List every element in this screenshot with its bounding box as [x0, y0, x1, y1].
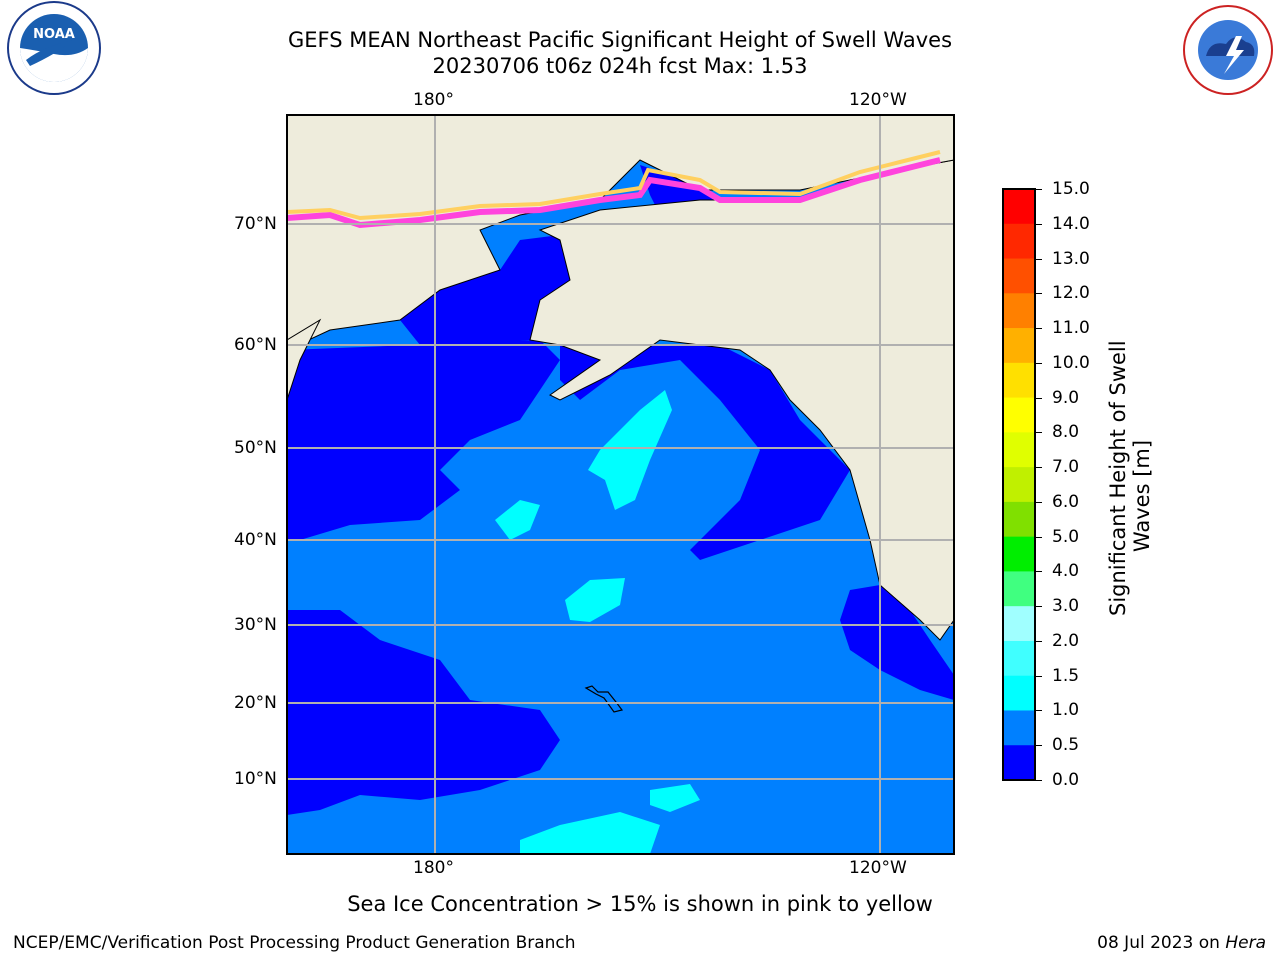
- footer-date: 08 Jul 2023 on Hera: [1097, 933, 1266, 953]
- noaa-logo-icon: NOAA: [7, 1, 101, 95]
- colorbar-title: Significant Height of Swell Waves [m]: [1106, 340, 1154, 616]
- colorbar-tick-label: 8.0: [1052, 422, 1080, 443]
- colorbar-tick-label: 1.5: [1052, 665, 1080, 686]
- swell-mid-subtropic: [565, 578, 625, 622]
- lon-label-top-180: 180°: [413, 90, 454, 110]
- colorbar-band: [1003, 536, 1035, 572]
- swell-mid-west: [495, 500, 540, 540]
- colorbar-tick-mark: [1035, 780, 1042, 781]
- colorbar-band: [1003, 397, 1035, 433]
- colorbar-tick-label: 0.0: [1052, 770, 1080, 790]
- colorbar-band: [1003, 745, 1035, 781]
- colorbar-band: [1003, 293, 1035, 329]
- lat-label-60n: 60°N: [234, 335, 277, 355]
- footer-credit: NCEP/EMC/Verification Post Processing Pr…: [13, 933, 576, 953]
- colorbar-tick-mark: [1035, 606, 1042, 608]
- colorbar-tick-mark: [1035, 432, 1042, 434]
- colorbar-band: [1003, 571, 1035, 607]
- footer-date-text: 08 Jul 2023 on: [1097, 933, 1226, 953]
- colorbar-tick-label: 7.0: [1052, 457, 1080, 478]
- lat-label-20n: 20°N: [234, 693, 277, 713]
- colorbar-tick-mark: [1035, 189, 1042, 190]
- colorbar-tick-label: 2.0: [1052, 630, 1080, 651]
- colorbar-band: [1003, 675, 1035, 711]
- colorbar-tick-mark: [1035, 710, 1042, 712]
- colorbar-tick-mark: [1035, 397, 1042, 399]
- colorbar-band: [1003, 710, 1035, 746]
- colorbar-band: [1003, 432, 1035, 468]
- colorbar-tick-label: 5.0: [1052, 526, 1080, 547]
- colorbar-tick-mark: [1035, 328, 1042, 330]
- colorbar-tick-mark: [1035, 362, 1042, 364]
- swell-low-gulf-alaska: [560, 345, 850, 560]
- lon-label-bottom-120w: 120°W: [849, 858, 907, 878]
- colorbar-band: [1003, 606, 1035, 642]
- colorbar-band: [1003, 328, 1035, 364]
- colorbar-band: [1003, 362, 1035, 399]
- nws-logo-icon: [1183, 5, 1273, 95]
- lat-label-10n: 10°N: [234, 769, 277, 789]
- colorbar-tick-mark: [1035, 293, 1042, 295]
- lat-label-40n: 40°N: [234, 530, 277, 550]
- colorbar-tick-label: 10.0: [1052, 352, 1090, 373]
- colorbar-tick-label: 9.0: [1052, 387, 1080, 408]
- colorbar-tick-label: 0.5: [1052, 735, 1080, 756]
- colorbar-band: [1003, 467, 1035, 503]
- colorbar-tick-label: 12.0: [1052, 283, 1090, 304]
- colorbar-band: [1003, 640, 1035, 677]
- lat-label-70n: 70°N: [234, 214, 277, 234]
- colorbar-tick-label: 13.0: [1052, 248, 1090, 269]
- colorbar-tick-mark: [1035, 675, 1042, 677]
- swell-low-northwest: [287, 340, 560, 540]
- swell-low-bering: [400, 235, 570, 345]
- colorbar-tick-label: 11.0: [1052, 318, 1090, 339]
- colorbar-band: [1003, 501, 1035, 538]
- colorbar-tick-mark: [1035, 501, 1042, 503]
- colorbar-tick-label: 1.0: [1052, 700, 1080, 721]
- chart-title-line1: GEFS MEAN Northeast Pacific Significant …: [287, 28, 953, 52]
- colorbar-tick-mark: [1035, 571, 1042, 573]
- colorbar-title-line2: Waves [m]: [1130, 439, 1154, 553]
- colorbar: [1002, 188, 1036, 781]
- map-frame: [286, 114, 955, 855]
- sea-ice-yellow: [287, 150, 941, 221]
- colorbar-tick-label: 3.0: [1052, 596, 1080, 617]
- colorbar-tick-mark: [1035, 536, 1042, 538]
- chart-title-line2: 20230706 t06z 024h fcst Max: 1.53: [432, 54, 808, 78]
- colorbar-tick-mark: [1035, 640, 1042, 642]
- colorbar-frame: [1002, 188, 1036, 781]
- swell-low-california: [840, 585, 954, 700]
- colorbar-title-line1: Significant Height of Swell: [1106, 340, 1130, 616]
- lat-label-30n: 30°N: [234, 615, 277, 635]
- footer-host: Hera: [1225, 933, 1266, 953]
- land-kamchatka: [287, 318, 322, 401]
- lon-label-top-120w: 120°W: [849, 90, 907, 110]
- lon-label-bottom-180: 180°: [413, 858, 454, 878]
- colorbar-band: [1003, 189, 1035, 225]
- colorbar-tick-label: 4.0: [1052, 561, 1080, 582]
- swell-mid-central: [588, 390, 672, 510]
- swell-mid-south2: [650, 784, 700, 812]
- land-hawaii: [584, 685, 624, 713]
- noaa-logo-text: NOAA: [33, 27, 75, 42]
- sea-ice-note: Sea Ice Concentration > 15% is shown in …: [347, 892, 933, 916]
- swell-mid-south: [520, 812, 660, 854]
- colorbar-tick-label: 15.0: [1052, 179, 1090, 199]
- colorbar-band: [1003, 258, 1035, 294]
- colorbar-bands: [1003, 189, 1035, 781]
- colorbar-tick-mark: [1035, 223, 1042, 225]
- colorbar-tick-label: 6.0: [1052, 491, 1080, 512]
- colorbar-band: [1003, 223, 1035, 260]
- lat-label-50n: 50°N: [234, 438, 277, 458]
- swell-low-southwest: [287, 610, 560, 815]
- colorbar-tick-mark: [1035, 467, 1042, 469]
- colorbar-tick-label: 14.0: [1052, 213, 1090, 234]
- colorbar-tick-mark: [1035, 258, 1042, 260]
- graticule: [287, 115, 954, 854]
- colorbar-tick-mark: [1035, 745, 1042, 747]
